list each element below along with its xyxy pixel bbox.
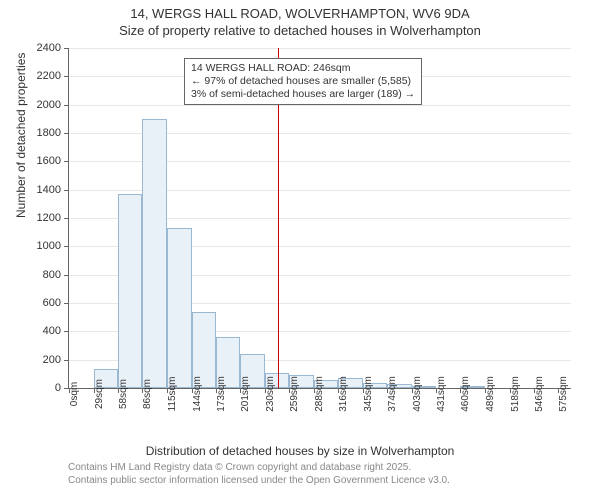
y-tick [64, 133, 69, 134]
annotation-line: 14 WERGS HALL ROAD: 246sqm [191, 62, 415, 75]
x-tick-label: 58sqm [118, 379, 129, 409]
footer-line1: Contains HM Land Registry data © Crown c… [68, 462, 450, 475]
annotation-line: ← 97% of detached houses are smaller (5,… [191, 75, 415, 88]
x-tick-label: 431sqm [436, 376, 447, 412]
y-tick-label: 800 [43, 269, 61, 281]
x-tick-label: 230sqm [265, 376, 276, 412]
y-tick-label: 2400 [37, 42, 61, 54]
x-tick-label: 144sqm [192, 376, 203, 412]
y-tick-label: 400 [43, 325, 61, 337]
annotation-box: 14 WERGS HALL ROAD: 246sqm← 97% of detac… [184, 58, 422, 105]
y-tick-label: 1200 [37, 212, 61, 224]
y-tick [64, 48, 69, 49]
x-tick-label: 29sqm [94, 379, 105, 409]
grid-line [69, 48, 571, 49]
y-tick-label: 1600 [37, 155, 61, 167]
x-tick-label: 0sqm [69, 382, 80, 406]
x-tick-label: 86sqm [142, 379, 153, 409]
y-tick [64, 360, 69, 361]
y-tick [64, 190, 69, 191]
x-tick-label: 201sqm [240, 376, 251, 412]
x-tick-label: 288sqm [314, 376, 325, 412]
y-tick [64, 275, 69, 276]
y-tick-label: 200 [43, 354, 61, 366]
y-tick [64, 76, 69, 77]
y-tick-label: 2200 [37, 70, 61, 82]
y-tick-label: 1800 [37, 127, 61, 139]
footer-line2: Contains public sector information licen… [68, 475, 450, 488]
x-tick-label: 259sqm [289, 376, 300, 412]
x-tick-label: 489sqm [485, 376, 496, 412]
x-tick-label: 546sqm [534, 376, 545, 412]
y-tick-label: 1000 [37, 240, 61, 252]
x-tick-label: 115sqm [167, 377, 178, 412]
x-tick-label: 575sqm [558, 376, 569, 412]
chart-title: 14, WERGS HALL ROAD, WOLVERHAMPTON, WV6 … [0, 0, 600, 40]
x-tick-label: 173sqm [216, 376, 227, 412]
y-tick [64, 303, 69, 304]
chart-container: 14, WERGS HALL ROAD, WOLVERHAMPTON, WV6 … [0, 0, 600, 500]
histogram-bar [142, 119, 167, 388]
x-tick-label: 403sqm [412, 376, 423, 412]
y-tick [64, 218, 69, 219]
y-tick-label: 1400 [37, 184, 61, 196]
y-tick [64, 246, 69, 247]
y-tick-label: 0 [55, 382, 61, 394]
plot-area: 0200400600800100012001400160018002000220… [68, 48, 571, 389]
x-tick-label: 345sqm [363, 376, 374, 412]
histogram-bar [167, 228, 192, 388]
x-tick-label: 316sqm [338, 376, 349, 412]
y-tick [64, 331, 69, 332]
histogram-bar [118, 194, 142, 388]
footer-attribution: Contains HM Land Registry data © Crown c… [68, 462, 450, 487]
x-tick-label: 460sqm [460, 376, 471, 412]
title-line2: Size of property relative to detached ho… [0, 23, 600, 40]
y-tick-label: 2000 [37, 99, 61, 111]
y-axis-label: Number of detached properties [14, 53, 28, 218]
annotation-line: 3% of semi-detached houses are larger (1… [191, 88, 415, 101]
title-line1: 14, WERGS HALL ROAD, WOLVERHAMPTON, WV6 … [0, 6, 600, 23]
y-tick [64, 105, 69, 106]
x-tick-label: 374sqm [387, 376, 398, 412]
x-axis-label: Distribution of detached houses by size … [0, 444, 600, 458]
y-tick [64, 161, 69, 162]
x-tick-label: 518sqm [510, 376, 521, 412]
y-tick-label: 600 [43, 297, 61, 309]
